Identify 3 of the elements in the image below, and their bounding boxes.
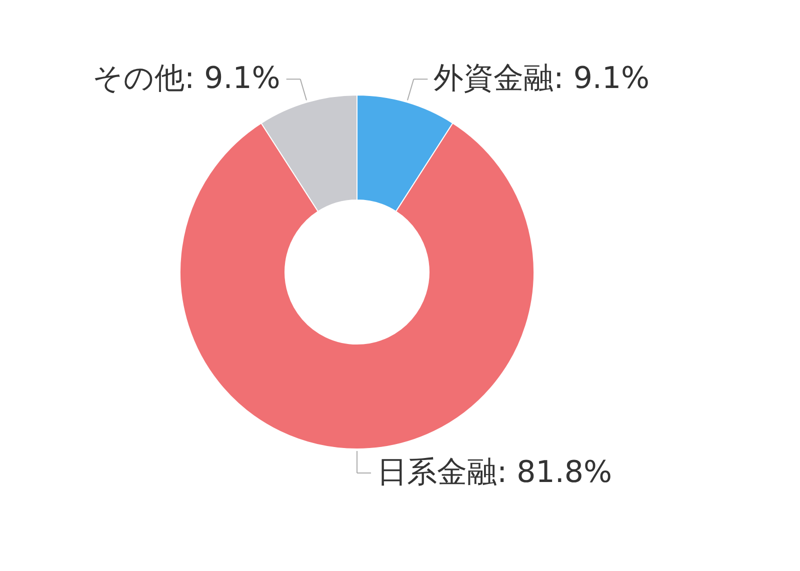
slice-label: 日系金融: 81.8% [377, 455, 612, 490]
slice-label: その他: 9.1% [92, 61, 280, 96]
slice-label: 外資金融: 9.1% [434, 61, 650, 96]
